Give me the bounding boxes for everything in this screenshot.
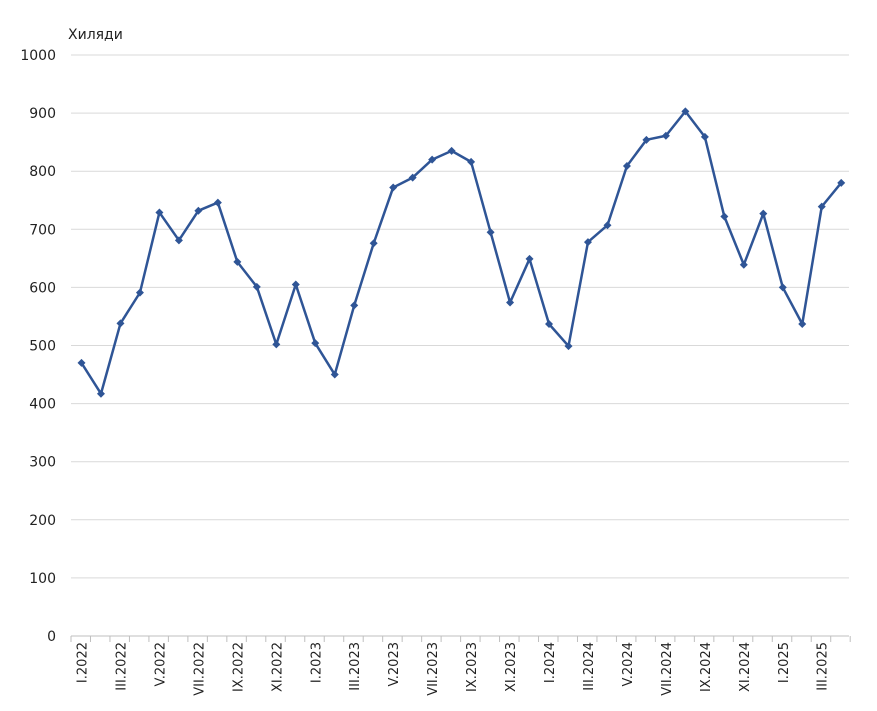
y-tick-label: 0 bbox=[47, 629, 56, 645]
data-point-marker bbox=[291, 280, 300, 289]
y-tick-label: 300 bbox=[29, 455, 56, 471]
x-tick-label: III.2022 bbox=[114, 642, 129, 691]
y-tick-label: 800 bbox=[29, 164, 56, 180]
x-tick-label: VII.2024 bbox=[660, 642, 675, 696]
data-point-marker bbox=[135, 288, 144, 297]
data-point-marker bbox=[213, 198, 222, 207]
y-tick-label: 600 bbox=[29, 280, 56, 296]
y-axis-unit-label: Хиляди bbox=[68, 27, 123, 43]
data-point-marker bbox=[350, 301, 359, 310]
data-point-marker bbox=[369, 239, 378, 248]
data-point-marker bbox=[408, 173, 417, 182]
data-point-marker bbox=[155, 208, 164, 217]
data-point-marker bbox=[798, 320, 807, 329]
x-tick-label: V.2022 bbox=[153, 642, 168, 686]
x-tick-label: I.2025 bbox=[777, 642, 792, 683]
y-tick-label: 200 bbox=[29, 513, 56, 529]
data-point-marker bbox=[622, 161, 631, 170]
x-tick-label: VII.2022 bbox=[192, 642, 207, 696]
x-tick-label: XI.2022 bbox=[270, 642, 285, 692]
y-tick-label: 500 bbox=[29, 339, 56, 355]
data-point-marker bbox=[486, 228, 495, 237]
x-tick-label: III.2025 bbox=[816, 642, 831, 691]
data-point-marker bbox=[720, 212, 729, 221]
data-point-marker bbox=[447, 146, 456, 155]
data-point-marker bbox=[330, 370, 339, 379]
y-tick-label: 100 bbox=[29, 571, 56, 587]
y-tick-label: 700 bbox=[29, 222, 56, 238]
x-tick-label: III.2024 bbox=[582, 642, 597, 691]
data-point-marker bbox=[428, 155, 437, 164]
data-point-marker bbox=[681, 107, 690, 116]
x-tick-label: XI.2024 bbox=[738, 642, 753, 692]
data-point-marker bbox=[77, 358, 86, 367]
data-point-marker bbox=[272, 340, 281, 349]
x-tick-label: I.2023 bbox=[309, 642, 324, 683]
y-tick-label: 400 bbox=[29, 397, 56, 413]
data-point-marker bbox=[739, 260, 748, 269]
data-point-marker bbox=[467, 157, 476, 166]
data-point-marker bbox=[564, 342, 573, 351]
data-point-marker bbox=[545, 320, 554, 329]
y-axis-ticks: 0 100 200 300 400 500 600 700 800 900 1000 bbox=[20, 48, 56, 645]
x-tick-label: XI.2023 bbox=[504, 642, 519, 692]
x-tick-label: IX.2024 bbox=[699, 642, 714, 692]
data-point-marker bbox=[311, 339, 320, 348]
data-point-marker bbox=[389, 183, 398, 192]
y-tick-label: 1000 bbox=[20, 48, 56, 64]
series-line bbox=[77, 107, 846, 398]
data-point-marker bbox=[603, 221, 612, 230]
data-point-marker bbox=[642, 135, 651, 144]
x-tick-label: V.2024 bbox=[621, 642, 636, 686]
x-tick-label: I.2024 bbox=[543, 642, 558, 683]
data-point-marker bbox=[194, 206, 203, 215]
x-tick-label: III.2023 bbox=[348, 642, 363, 691]
data-point-marker bbox=[96, 389, 105, 398]
y-tick-label: 900 bbox=[29, 106, 56, 122]
x-axis: I.2022 III.2022 V.2022 VII.2022 IX.2022 XI.20… bbox=[70, 635, 851, 696]
x-tick-label: V.2023 bbox=[387, 642, 402, 686]
data-point-marker bbox=[837, 178, 846, 187]
data-point-marker bbox=[661, 131, 670, 140]
data-point-marker bbox=[583, 238, 592, 247]
x-tick-label: IX.2022 bbox=[231, 642, 246, 692]
gridlines bbox=[71, 54, 849, 579]
data-point-marker bbox=[233, 257, 242, 266]
data-point-marker bbox=[759, 209, 768, 218]
data-point-marker bbox=[700, 132, 709, 141]
x-tick-label: IX.2023 bbox=[465, 642, 480, 692]
x-tick-label: I.2022 bbox=[76, 642, 91, 683]
data-point-marker bbox=[525, 254, 534, 263]
data-point-marker bbox=[252, 282, 261, 291]
series-line-path bbox=[80, 110, 843, 395]
data-point-marker bbox=[506, 298, 515, 307]
data-point-marker bbox=[116, 319, 125, 328]
data-point-marker bbox=[174, 236, 183, 245]
x-tick-label: VII.2023 bbox=[426, 642, 441, 696]
data-point-marker bbox=[817, 202, 826, 211]
data-point-marker bbox=[778, 283, 787, 292]
